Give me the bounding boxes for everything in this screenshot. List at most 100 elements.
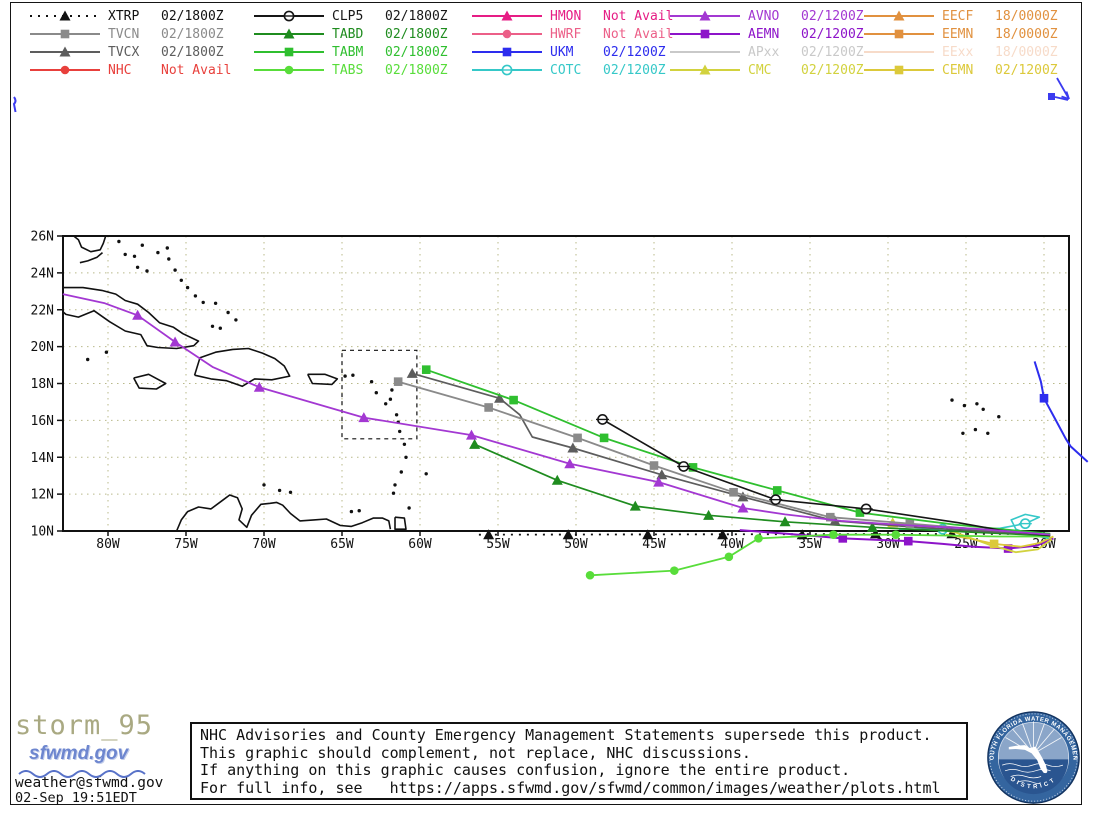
issue-timestamp: 02-Sep 19:51EDT bbox=[15, 790, 137, 806]
x-tick-label: 40W bbox=[720, 537, 744, 552]
legend-sample-cmc-icon bbox=[670, 64, 740, 75]
legend-model-name: TVCN bbox=[108, 26, 140, 42]
contact-email: weather@sfwmd.gov bbox=[15, 775, 164, 791]
legend-item-xtrp: XTRP 02/1800Z bbox=[28, 7, 224, 25]
legend-item-tabm: TABM 02/1800Z bbox=[252, 43, 448, 61]
disclaimer-line: For full info, see https://apps.sfwmd.go… bbox=[200, 778, 941, 797]
small-islands bbox=[86, 239, 1001, 514]
legend-sample-eexx-icon bbox=[864, 51, 934, 53]
disclaimer-line: NHC Advisories and County Emergency Mana… bbox=[200, 726, 932, 744]
legend-model-name: HWRF bbox=[550, 26, 582, 42]
x-tick-label: 80W bbox=[96, 537, 120, 552]
track-cemn bbox=[945, 533, 1054, 549]
legend-sample-avno-icon bbox=[670, 10, 740, 21]
left-edge-mark bbox=[12, 96, 17, 113]
y-tick-label: 26N bbox=[31, 230, 54, 245]
y-tick-label: 16N bbox=[31, 414, 54, 429]
legend-sample-aemn-icon bbox=[670, 29, 740, 39]
track-ukm bbox=[1033, 361, 1089, 463]
legend-model-name: AVNO bbox=[748, 8, 780, 24]
legend-item-cemn: CEMN 02/1200Z bbox=[862, 61, 1058, 79]
y-tick-label: 14N bbox=[31, 451, 54, 466]
legend-model-name: XTRP bbox=[108, 8, 140, 24]
legend-model-name: EExx bbox=[942, 44, 974, 60]
legend-init-time: 02/1200Z bbox=[603, 62, 666, 78]
legend-item-hwrf: HWRF Not Avail bbox=[470, 25, 673, 43]
y-tick-label: 22N bbox=[31, 303, 54, 318]
legend-init-time: 02/1800Z bbox=[385, 44, 448, 60]
legend-init-time: Not Avail bbox=[603, 8, 674, 24]
sfwmd-gov-text: sfwmd.gov bbox=[29, 743, 129, 764]
legend-model-name: COTC bbox=[550, 62, 582, 78]
axis-labels: 80W 75W 70W 65W 60W 55W 50W 45W 40W 35W 30W 25W 20W2… bbox=[31, 230, 1056, 553]
legend-sample-apxx-icon bbox=[670, 51, 740, 53]
legend-sample-hwrf-icon bbox=[472, 29, 542, 39]
plot-border bbox=[10, 2, 1082, 805]
legend-init-time: 18/0000Z bbox=[995, 8, 1058, 24]
wave-underline-icon bbox=[18, 770, 146, 778]
product-id-block: storm_95 sfwmd.gov weather@sfwmd.gov 02-… bbox=[15, 711, 187, 806]
legend-init-time: 02/1800Z bbox=[385, 26, 448, 42]
track-tabd bbox=[469, 438, 1051, 537]
legend-sample-tvcn-icon bbox=[30, 29, 100, 39]
legend-model-name: EEMN bbox=[942, 26, 974, 42]
legend-init-time: Not Avail bbox=[603, 26, 674, 42]
track-tabm bbox=[421, 365, 1051, 535]
motion-arrow-icon bbox=[1048, 77, 1070, 101]
legend-init-time: 18/0000Z bbox=[995, 26, 1058, 42]
coastlines bbox=[62, 235, 407, 532]
legend-sample-nhc-icon bbox=[30, 65, 100, 75]
sfwmd-seal-logo: SOUTH FLORIDA WATER MANAGEMENT DISTRICT bbox=[986, 710, 1080, 804]
legend-sample-tabm-icon bbox=[254, 47, 324, 57]
x-tick-label: 55W bbox=[486, 537, 510, 552]
legend-init-time: 02/1800Z bbox=[385, 62, 448, 78]
legend-init-time: 02/1200Z bbox=[801, 26, 864, 42]
legend-sample-eecf-icon bbox=[864, 10, 934, 21]
legend-model-name: UKM bbox=[550, 44, 574, 60]
x-tick-label: 50W bbox=[564, 537, 588, 552]
water-icon bbox=[998, 759, 1069, 795]
legend-sample-tvcx-icon bbox=[30, 46, 100, 57]
legend-init-time: 02/1200Z bbox=[603, 44, 666, 60]
x-tick-label: 70W bbox=[252, 537, 276, 552]
y-tick-label: 10N bbox=[31, 525, 54, 540]
florida-silhouette-icon bbox=[1008, 745, 1048, 774]
legend-item-tvcx: TVCX 02/1800Z bbox=[28, 43, 224, 61]
storm-id-label: storm_95 bbox=[15, 710, 154, 741]
legend-model-name: NHC bbox=[108, 62, 132, 78]
legend-sample-tabd-icon bbox=[254, 28, 324, 39]
x-tick-label: 35W bbox=[798, 537, 822, 552]
x-tick-label: 45W bbox=[642, 537, 666, 552]
legend-init-time: 18/0000Z bbox=[995, 44, 1058, 60]
track-tabs bbox=[585, 530, 1051, 580]
legend-init-time: 02/1200Z bbox=[995, 62, 1058, 78]
y-tick-label: 12N bbox=[31, 488, 54, 503]
disclaimer-box: NHC Advisories and County Emergency Mana… bbox=[190, 722, 968, 800]
legend-model-name: APxx bbox=[748, 44, 780, 60]
disclaimer-line: If anything on this graphic causes confu… bbox=[200, 761, 851, 779]
track-avno bbox=[62, 293, 1051, 536]
x-tick-label: 25W bbox=[954, 537, 978, 552]
legend-item-tabs: TABS 02/1800Z bbox=[252, 61, 448, 79]
y-tick-label: 24N bbox=[31, 266, 54, 281]
legend-model-name: HMON bbox=[550, 8, 582, 24]
legend-model-name: TABD bbox=[332, 26, 364, 42]
legend-item-cmc: CMC 02/1200Z bbox=[668, 61, 864, 79]
legend-item-tvcn: TVCN 02/1800Z bbox=[28, 25, 224, 43]
legend-item-tabd: TABD 02/1800Z bbox=[252, 25, 448, 43]
x-tick-label: 60W bbox=[408, 537, 432, 552]
legend-init-time: 02/1800Z bbox=[161, 8, 224, 24]
x-tick-label: 65W bbox=[330, 537, 354, 552]
legend-item-avno: AVNO 02/1200Z bbox=[668, 7, 864, 25]
wave-lines-icon bbox=[1002, 763, 1064, 785]
legend-item-eecf: EECF 18/0000Z bbox=[862, 7, 1058, 25]
legend-item-apxx: APxx 02/1200Z bbox=[668, 43, 864, 61]
legend-item-ukm: UKM 02/1200Z bbox=[470, 43, 666, 61]
legend-sample-hmon-icon bbox=[472, 10, 542, 21]
legend-init-time: 02/1200Z bbox=[801, 62, 864, 78]
legend-model-name: EECF bbox=[942, 8, 974, 24]
model-legend: XTRP 02/1800Z TVCN 02/1800Z TVCX 02/1800Z NHC N… bbox=[0, 0, 1106, 84]
legend-model-name: AEMN bbox=[748, 26, 780, 42]
